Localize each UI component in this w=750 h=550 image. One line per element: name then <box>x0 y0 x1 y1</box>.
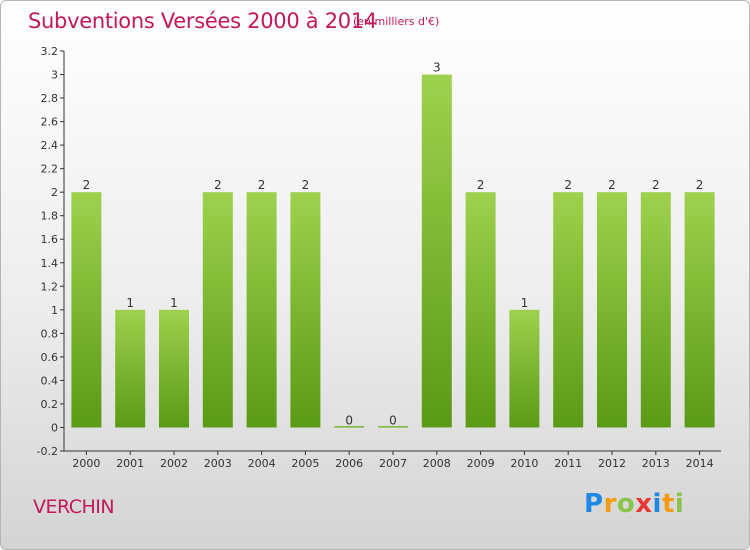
bar-value-label: 2 <box>214 178 222 192</box>
bar-2005 <box>290 192 321 428</box>
logo-letter: x <box>635 489 653 519</box>
bar-value-label: 2 <box>564 178 572 192</box>
commune-name: VERCHIN <box>33 496 115 518</box>
chart-bars <box>71 74 715 428</box>
y-tick-label: 1 <box>51 304 58 317</box>
bar-value-label: 2 <box>477 178 485 192</box>
bar-value-label: 3 <box>433 61 441 75</box>
chart-subtitle: (en milliers d'€) <box>353 15 440 28</box>
bar-2003 <box>202 192 233 428</box>
bar-2009 <box>465 192 496 428</box>
bar-value-label: 2 <box>258 178 266 192</box>
bar-value-label: 2 <box>696 178 704 192</box>
y-tick-label: 0 <box>51 421 58 434</box>
y-tick-label: 3 <box>51 69 58 82</box>
chart-labels: 2 2000 1 2001 1 2002 2 2003 2 2004 2 2005 0 2006 0 2007… <box>72 61 713 470</box>
bar-value-label: 1 <box>521 296 529 310</box>
y-tick-label: 2.4 <box>41 139 59 152</box>
y-tick-label: 0.6 <box>41 351 59 364</box>
x-tick-label: 2004 <box>248 457 276 470</box>
bar-2004 <box>246 192 277 428</box>
bar-2006 <box>334 425 365 428</box>
x-tick-label: 2009 <box>467 457 495 470</box>
bar-value-label: 0 <box>389 413 397 427</box>
logo-letter: t <box>661 489 675 519</box>
y-tick-label: 2.2 <box>41 163 59 176</box>
bar-value-label: 1 <box>126 296 134 310</box>
x-tick-label: 2002 <box>160 457 188 470</box>
bar-value-label: 1 <box>170 296 178 310</box>
y-tick-label: 1.8 <box>41 210 59 223</box>
x-tick-label: 2010 <box>510 457 538 470</box>
bar-2007 <box>378 425 408 428</box>
y-tick-label: 3.2 <box>41 45 59 58</box>
y-tick-label: 0.8 <box>41 327 59 340</box>
y-tick-label: 0.2 <box>41 398 59 411</box>
logo-letter: i <box>652 489 662 519</box>
bar-2013 <box>640 192 671 428</box>
y-tick-label: 2.6 <box>41 116 59 129</box>
bar-2011 <box>553 192 584 428</box>
bar-2008 <box>421 74 452 428</box>
x-tick-label: 2008 <box>423 457 451 470</box>
y-tick-label: 0.4 <box>41 374 59 387</box>
y-tick-label: 1.4 <box>41 257 59 270</box>
y-tick-label: -0.2 <box>37 445 58 458</box>
bar-2002 <box>159 309 189 428</box>
logo-letter: r <box>603 489 617 519</box>
bar-value-label: 2 <box>652 178 660 192</box>
x-tick-label: 2001 <box>116 457 144 470</box>
x-tick-label: 2007 <box>379 457 407 470</box>
proxiti-logo: Proxiti <box>584 489 684 519</box>
bar-2014 <box>684 192 715 428</box>
x-tick-label: 2014 <box>686 457 714 470</box>
x-tick-label: 2012 <box>598 457 626 470</box>
x-tick-label: 2005 <box>291 457 319 470</box>
bar-value-label: 0 <box>345 413 353 427</box>
y-tick-label: 1.2 <box>41 280 59 293</box>
logo-letter: o <box>616 489 636 519</box>
y-tick-label: 1.6 <box>41 233 59 246</box>
x-tick-label: 2000 <box>72 457 100 470</box>
bar-value-label: 2 <box>608 178 616 192</box>
chart-title: Subventions Versées 2000 à 2014 <box>28 9 377 33</box>
x-tick-label: 2003 <box>204 457 232 470</box>
bar-2010 <box>509 309 540 428</box>
bar-value-label: 2 <box>83 178 91 192</box>
x-tick-label: 2006 <box>335 457 363 470</box>
bar-2012 <box>597 192 627 428</box>
y-tick-label: 2.8 <box>41 92 59 105</box>
x-tick-label: 2013 <box>642 457 670 470</box>
x-tick-label: 2011 <box>554 457 582 470</box>
logo-letter: i <box>674 489 685 519</box>
chart-axes: -0.2 0 0.2 0.4 0.6 0.8 1 1.2 1.4 1.6 1.8 2 2.2 2.4 2.6… <box>37 45 721 458</box>
logo-letter: P <box>584 489 604 519</box>
bar-value-label: 2 <box>302 178 310 192</box>
bar-2001 <box>115 309 146 428</box>
bar-2000 <box>71 192 102 428</box>
y-tick-label: 2 <box>51 186 58 199</box>
